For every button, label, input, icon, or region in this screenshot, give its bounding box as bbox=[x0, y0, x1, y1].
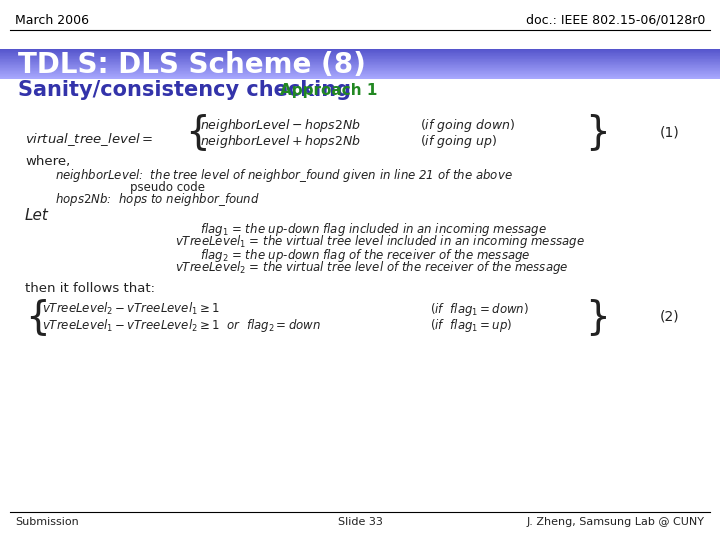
Text: $neighborLevel - hops2Nb$: $neighborLevel - hops2Nb$ bbox=[200, 118, 361, 134]
Bar bbox=[0, 76, 720, 77]
Text: $(if\ \ flag_1 = down)$: $(if\ \ flag_1 = down)$ bbox=[430, 300, 529, 318]
Bar bbox=[0, 73, 720, 74]
Bar bbox=[0, 56, 720, 57]
Bar bbox=[0, 53, 720, 55]
Text: $neighborLevel + hops2Nb$: $neighborLevel + hops2Nb$ bbox=[200, 133, 361, 151]
Bar bbox=[0, 49, 720, 50]
Text: $vTreeLevel_2 - vTreeLevel_1 \geq 1$: $vTreeLevel_2 - vTreeLevel_1 \geq 1$ bbox=[42, 301, 220, 317]
Bar bbox=[0, 68, 720, 70]
Bar bbox=[0, 64, 720, 66]
Text: TDLS: DLS Scheme (8): TDLS: DLS Scheme (8) bbox=[18, 51, 366, 79]
Text: Slide 33: Slide 33 bbox=[338, 517, 382, 527]
Text: (2): (2) bbox=[660, 310, 680, 324]
Bar bbox=[0, 58, 720, 60]
Bar bbox=[0, 78, 720, 79]
Text: $flag_2$ = the up-down flag of the receiver of the message: $flag_2$ = the up-down flag of the recei… bbox=[200, 246, 531, 264]
Text: then it follows that:: then it follows that: bbox=[25, 281, 155, 294]
Bar bbox=[0, 50, 720, 51]
Text: $vTreeLevel_2$ = the virtual tree level of the receiver of the message: $vTreeLevel_2$ = the virtual tree level … bbox=[175, 260, 568, 276]
Text: $vTreeLevel_1 - vTreeLevel_2 \geq 1\ \ or\ \ flag_2 = down$: $vTreeLevel_1 - vTreeLevel_2 \geq 1\ \ o… bbox=[42, 316, 321, 334]
Bar bbox=[0, 59, 720, 60]
Bar bbox=[0, 57, 720, 58]
Bar bbox=[0, 77, 720, 78]
Bar bbox=[0, 52, 720, 53]
Text: J. Zheng, Samsung Lab @ CUNY: J. Zheng, Samsung Lab @ CUNY bbox=[527, 517, 705, 527]
Text: Approach 1: Approach 1 bbox=[280, 83, 377, 98]
Bar bbox=[0, 56, 720, 57]
Text: $(if\ going\ up)$: $(if\ going\ up)$ bbox=[420, 133, 498, 151]
Text: $neighborLevel$:  the tree level of $neighbor\_found$ given in line 21 of the ab: $neighborLevel$: the tree level of $neig… bbox=[55, 166, 513, 184]
Text: March 2006: March 2006 bbox=[15, 14, 89, 26]
Text: Let: Let bbox=[25, 207, 49, 222]
Bar bbox=[0, 72, 720, 73]
Bar bbox=[0, 54, 720, 55]
Bar bbox=[0, 71, 720, 72]
Bar bbox=[0, 65, 720, 66]
Bar bbox=[0, 58, 720, 59]
Bar bbox=[0, 55, 720, 56]
Text: $flag_1$ = the up-down flag included in an incoming message: $flag_1$ = the up-down flag included in … bbox=[200, 220, 547, 238]
Bar bbox=[0, 64, 720, 65]
Bar bbox=[0, 75, 720, 76]
Bar bbox=[0, 74, 720, 76]
Bar bbox=[0, 63, 720, 64]
Text: where,: where, bbox=[25, 156, 71, 168]
Text: (1): (1) bbox=[660, 125, 680, 139]
Bar bbox=[0, 62, 720, 64]
Text: }: } bbox=[585, 298, 610, 336]
Text: }: } bbox=[585, 113, 610, 151]
Bar bbox=[0, 51, 720, 52]
Text: pseudo code: pseudo code bbox=[130, 180, 205, 193]
Text: $vTreeLevel_1$ = the virtual tree level included in an incoming message: $vTreeLevel_1$ = the virtual tree level … bbox=[175, 233, 585, 251]
Text: Submission: Submission bbox=[15, 517, 78, 527]
Text: $(if\ \ flag_1 = up)$: $(if\ \ flag_1 = up)$ bbox=[430, 316, 512, 334]
Bar bbox=[0, 67, 720, 68]
Bar bbox=[0, 73, 720, 75]
Bar bbox=[0, 60, 720, 62]
Bar bbox=[0, 77, 720, 78]
Bar bbox=[0, 70, 720, 71]
Text: $virtual\_tree\_level=$: $virtual\_tree\_level=$ bbox=[25, 132, 153, 148]
Text: doc.: IEEE 802.15-06/0128r0: doc.: IEEE 802.15-06/0128r0 bbox=[526, 14, 705, 26]
Text: $hops2Nb$:  hops to $neighbor\_found$: $hops2Nb$: hops to $neighbor\_found$ bbox=[55, 191, 260, 207]
Bar bbox=[0, 66, 720, 68]
Text: {: { bbox=[185, 113, 210, 151]
Bar bbox=[0, 71, 720, 72]
Bar bbox=[0, 50, 720, 51]
Text: {: { bbox=[25, 298, 50, 336]
Bar bbox=[0, 69, 720, 70]
Text: $(if\ going\ down)$: $(if\ going\ down)$ bbox=[420, 118, 516, 134]
Bar bbox=[0, 62, 720, 63]
Bar bbox=[0, 60, 720, 61]
Text: Sanity/consistency checking: Sanity/consistency checking bbox=[18, 80, 351, 100]
Bar bbox=[0, 68, 720, 69]
Bar bbox=[0, 52, 720, 54]
